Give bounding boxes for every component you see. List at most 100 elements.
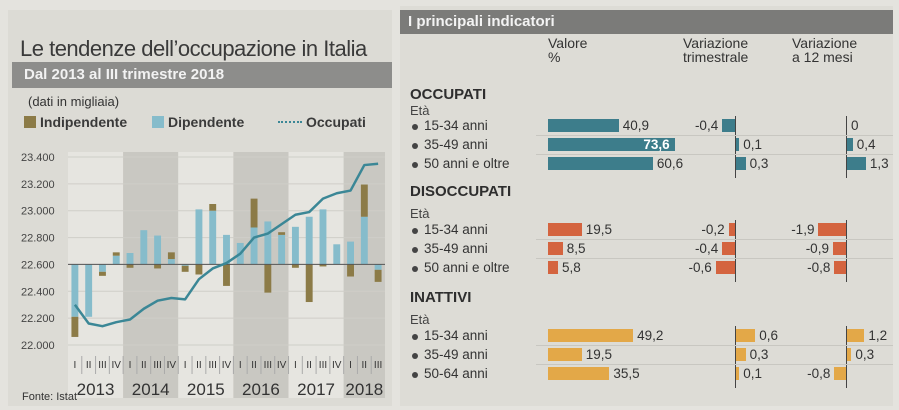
indipendente-bar: [223, 264, 230, 286]
y-tick-label: 23.200: [21, 179, 55, 191]
valore-bar: [548, 223, 582, 236]
source-note: Fonte: Istat: [22, 391, 78, 403]
indipendente-bar: [195, 264, 203, 275]
trim-bar: [722, 242, 735, 255]
trim-bar: [736, 157, 746, 170]
m12-value: 0,3: [855, 347, 875, 362]
trim-axis: [735, 220, 736, 282]
indipendente-bar: [278, 232, 286, 235]
indipendente-bar: [305, 264, 313, 303]
year-label: 2013: [77, 380, 115, 399]
quarter-label: II: [306, 360, 312, 371]
trim-bar: [736, 329, 756, 342]
dipendente-bar: [360, 216, 368, 265]
row-label-0: 15-34 anni: [424, 118, 488, 133]
indipendente-bar: [347, 264, 354, 277]
m12-bar: [834, 367, 846, 380]
trim-bar: [722, 119, 735, 132]
valore-bar: [548, 367, 610, 380]
dipendente-bar: [319, 209, 327, 265]
year-label: 2016: [242, 380, 280, 399]
dipendente-bar: [154, 235, 162, 265]
section-title: INATTIVI: [410, 289, 472, 306]
m12-bar: [847, 348, 852, 361]
employment-trend-panel: Le tendenze dell’occupazione in Italia D…: [8, 10, 392, 406]
indicators-title: I principali indicatori: [400, 10, 893, 34]
quarter-label: I: [74, 360, 77, 371]
dipendente-bar: [126, 253, 134, 265]
dipendente-bar: [278, 234, 286, 265]
trim-value: 0,3: [749, 156, 769, 171]
indipendente-bar: [126, 264, 134, 268]
quarter-label: III: [153, 360, 161, 371]
trim-bar: [736, 348, 746, 361]
quarter-label: III: [319, 360, 327, 371]
y-tick-label: 22.600: [21, 259, 55, 271]
valore-value: 35,5: [613, 366, 640, 381]
quarter-label: III: [98, 360, 106, 371]
indipendente-bar: [112, 252, 120, 256]
m12-value: -0,8: [807, 366, 831, 381]
m12-bar: [847, 329, 865, 342]
valore-value: 19,5: [585, 347, 613, 362]
dipendente-bar: [347, 241, 354, 265]
quarter-label: IV: [167, 360, 177, 371]
year-label: 2017: [297, 380, 335, 399]
indipendente-bar: [264, 264, 272, 293]
indipendente-swatch: [24, 116, 36, 128]
employment-chart: 2013 2014 2015 2016 2017 2018 22.000 22.200 22.4…: [21, 152, 385, 399]
trim-value: -0,2: [701, 222, 725, 237]
valore-bar: [548, 348, 582, 361]
row-label-1: 35-49 anni: [424, 241, 488, 256]
dipendente-bar: [195, 209, 203, 265]
indipendente-bar: [374, 269, 382, 282]
dipendente-bar: [305, 216, 313, 265]
valore-bar: [548, 138, 676, 151]
m12-bar: [832, 242, 846, 255]
bullet-icon: [412, 143, 418, 149]
dipendente-bar: [99, 264, 106, 272]
valore-bar: [548, 242, 563, 255]
quarter-label: IV: [277, 360, 287, 371]
y-tick-label: 23.400: [21, 152, 55, 164]
bullet-icon: [412, 228, 418, 234]
unit-label: (dati in migliaia): [28, 94, 120, 109]
row-label-0: 15-34 anni: [424, 222, 488, 237]
row-separator: [536, 258, 893, 259]
trim-value: 0,1: [743, 366, 762, 381]
quarter-label: IV: [222, 360, 232, 371]
indipendente-bar: [250, 198, 258, 228]
indipendente-bar: [209, 204, 217, 211]
dipendente-bar: [223, 234, 230, 265]
dipendente-bar: [333, 244, 341, 265]
occupati-line: [73, 162, 379, 328]
legend-occupati: Occupati: [278, 114, 366, 130]
indipendente-bar: [71, 316, 79, 337]
trim-value: -0,4: [694, 241, 719, 256]
section-title: OCCUPATI: [410, 86, 487, 103]
year-label: 2014: [132, 380, 170, 399]
valore-value: 5,8: [562, 260, 581, 275]
valore-bar: [548, 157, 653, 170]
dipendente-bar: [250, 227, 258, 265]
m12-value: -0,9: [805, 241, 829, 256]
y-tick-label: 22.000: [21, 340, 55, 352]
quarter-label: I: [184, 360, 187, 371]
m12-value: 0: [851, 118, 859, 133]
chart-subtitle: Dal 2013 al III trimestre 2018: [12, 62, 392, 88]
indipendente-bar: [154, 264, 162, 269]
trim-bar: [715, 261, 735, 274]
quarter-label: I: [349, 360, 352, 371]
year-label: 2015: [187, 380, 225, 399]
quarter-label: II: [141, 360, 147, 371]
dipendente-bar: [181, 264, 189, 266]
quarter-label: III: [209, 360, 217, 371]
legend-label: Occupati: [306, 114, 366, 130]
valore-value: 40,9: [622, 118, 650, 133]
dipendente-swatch: [152, 116, 164, 128]
m12-axis: [846, 326, 847, 388]
valore-value: 8,5: [566, 241, 586, 256]
trim-value: -0,6: [688, 260, 712, 275]
y-tick-label: 22.800: [21, 233, 55, 245]
m12-axis: [846, 116, 847, 178]
